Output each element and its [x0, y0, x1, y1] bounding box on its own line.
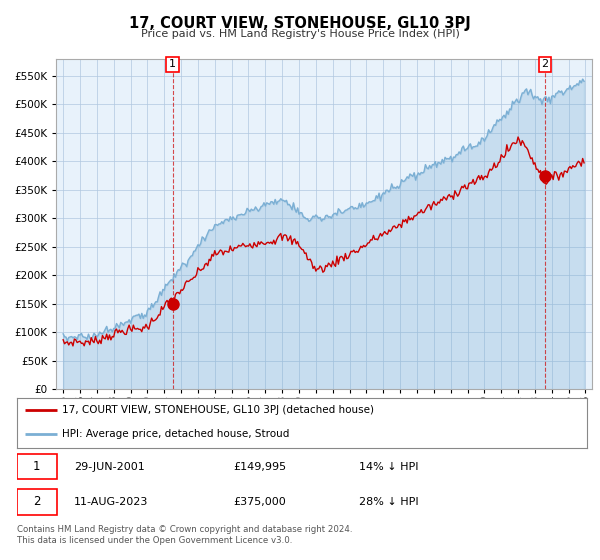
- Text: £149,995: £149,995: [233, 462, 287, 472]
- Text: HPI: Average price, detached house, Stroud: HPI: Average price, detached house, Stro…: [62, 429, 290, 439]
- Text: 17, COURT VIEW, STONEHOUSE, GL10 3PJ (detached house): 17, COURT VIEW, STONEHOUSE, GL10 3PJ (de…: [62, 405, 374, 415]
- FancyBboxPatch shape: [17, 489, 57, 515]
- Text: 2: 2: [541, 59, 548, 69]
- Text: 1: 1: [33, 460, 41, 473]
- Text: 1: 1: [169, 59, 176, 69]
- FancyBboxPatch shape: [17, 454, 57, 479]
- Text: 28% ↓ HPI: 28% ↓ HPI: [359, 497, 418, 507]
- Text: 17, COURT VIEW, STONEHOUSE, GL10 3PJ: 17, COURT VIEW, STONEHOUSE, GL10 3PJ: [129, 16, 471, 31]
- Text: Contains HM Land Registry data © Crown copyright and database right 2024.
This d: Contains HM Land Registry data © Crown c…: [17, 525, 352, 545]
- Text: 2: 2: [33, 496, 41, 508]
- Text: Price paid vs. HM Land Registry's House Price Index (HPI): Price paid vs. HM Land Registry's House …: [140, 29, 460, 39]
- Text: £375,000: £375,000: [233, 497, 286, 507]
- Text: 29-JUN-2001: 29-JUN-2001: [74, 462, 145, 472]
- Text: 11-AUG-2023: 11-AUG-2023: [74, 497, 148, 507]
- Text: 14% ↓ HPI: 14% ↓ HPI: [359, 462, 418, 472]
